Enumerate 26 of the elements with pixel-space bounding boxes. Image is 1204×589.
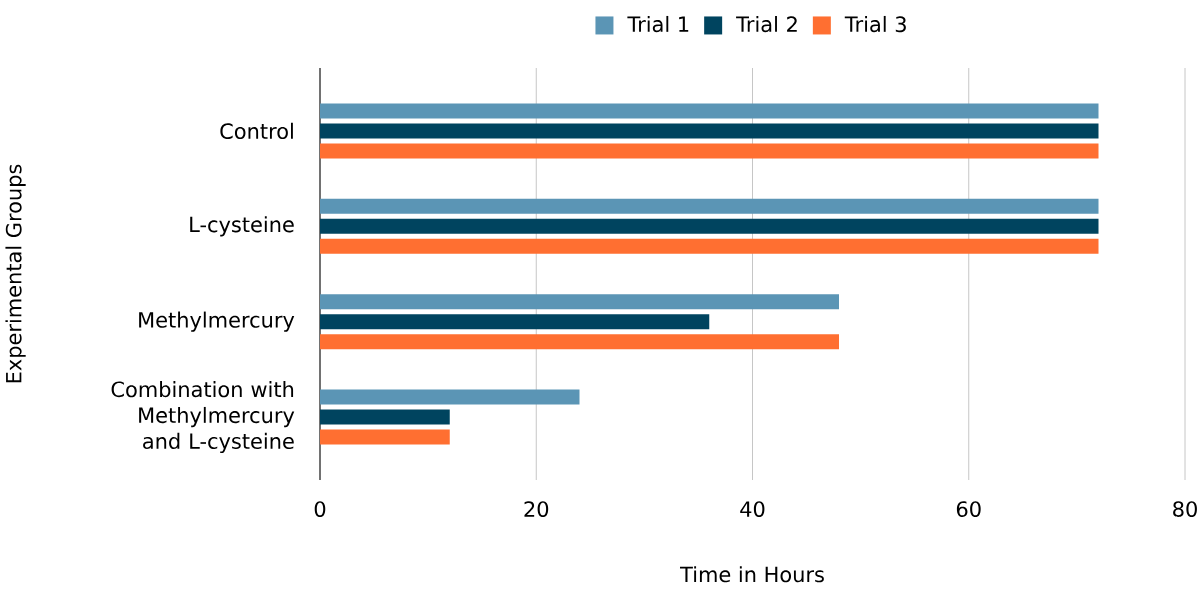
bar [320,429,450,445]
legend-label: Trial 1 [627,15,689,33]
bar [320,334,839,350]
legend-label: Trial 2 [736,15,797,33]
x-tick-label: 0 [314,501,326,517]
x-tick-label: 80 [1173,501,1197,517]
bar [320,143,1099,159]
legend-label: Trial 3 [844,15,906,33]
x-tick-label: 20 [524,501,549,517]
x-tick-label: 60 [956,501,981,517]
bar [320,238,1099,254]
bar [320,103,1099,119]
y-tick-label: Control [220,122,293,140]
y-axis-title: Experimental Groups [5,164,26,383]
bar [320,218,1099,234]
bar [320,409,450,425]
bar [320,389,580,405]
bar [320,294,839,310]
bar [320,314,710,330]
x-axis-title: Time in Hours [680,566,824,583]
y-tick-label: L-cysteine [190,216,294,237]
bar [320,198,1099,214]
y-tick-label: Combination with Methylmercury and L-cysteine [111,381,295,454]
bar [320,123,1099,139]
x-tick-label: 40 [740,501,765,517]
y-tick-label: Methylmercury [139,311,295,332]
